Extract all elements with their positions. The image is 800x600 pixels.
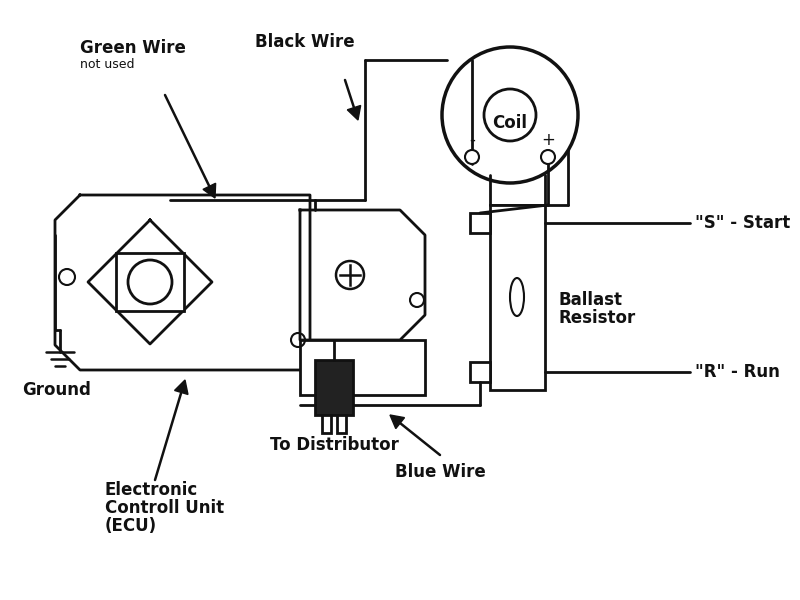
Bar bbox=[116, 253, 184, 311]
Text: Electronic: Electronic bbox=[105, 481, 198, 499]
Bar bbox=[322, 415, 331, 433]
Bar bbox=[470, 362, 490, 382]
Polygon shape bbox=[174, 380, 188, 394]
Polygon shape bbox=[390, 415, 405, 428]
Text: (ECU): (ECU) bbox=[105, 517, 157, 535]
Circle shape bbox=[442, 47, 578, 183]
Bar bbox=[470, 213, 490, 233]
Text: +: + bbox=[541, 131, 555, 149]
Text: Coil: Coil bbox=[493, 114, 527, 132]
Text: "R" - Run: "R" - Run bbox=[695, 363, 780, 381]
Text: Blue Wire: Blue Wire bbox=[395, 463, 486, 481]
Text: Ground: Ground bbox=[22, 381, 91, 399]
Text: "S" - Start: "S" - Start bbox=[695, 214, 790, 232]
Bar bbox=[490, 205, 545, 390]
Polygon shape bbox=[347, 106, 361, 120]
Text: Green Wire: Green Wire bbox=[80, 39, 186, 57]
Bar bbox=[337, 415, 346, 433]
Bar bbox=[315, 360, 353, 415]
Text: To Distributor: To Distributor bbox=[270, 436, 398, 454]
Text: -: - bbox=[469, 131, 475, 149]
Polygon shape bbox=[203, 183, 216, 198]
Circle shape bbox=[541, 150, 555, 164]
Text: Ballast: Ballast bbox=[558, 291, 622, 309]
Text: Black Wire: Black Wire bbox=[255, 33, 355, 51]
Text: Controll Unit: Controll Unit bbox=[105, 499, 224, 517]
Text: Resistor: Resistor bbox=[558, 309, 635, 327]
Text: not used: not used bbox=[80, 58, 134, 71]
Circle shape bbox=[465, 150, 479, 164]
Bar bbox=[300, 340, 425, 395]
